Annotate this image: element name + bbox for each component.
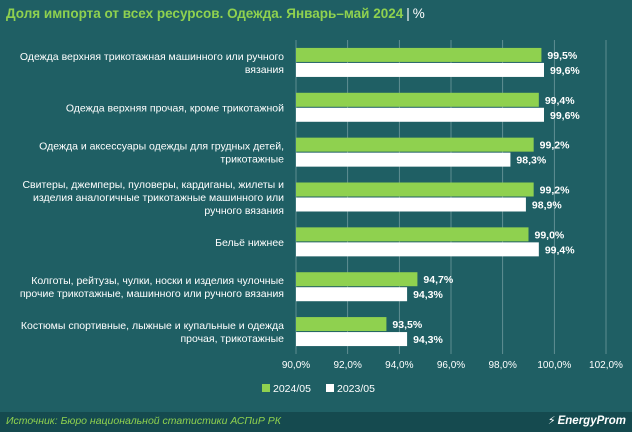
bar	[296, 137, 534, 152]
category-label: вязания	[245, 64, 284, 76]
x-tick-label: 94,0%	[385, 360, 413, 371]
bar	[296, 152, 511, 167]
category-label: Костюмы спортивные, лыжные и купальные и…	[21, 320, 284, 332]
bar	[296, 197, 526, 212]
data-label: 99,6%	[550, 65, 580, 77]
title-unit: %	[412, 6, 425, 21]
category-label: Колготы, рейтузы, чулки, носки и изделия…	[31, 275, 284, 287]
legend-swatch	[262, 384, 270, 392]
data-label: 99,6%	[550, 110, 580, 122]
category-label: Свитеры, джемперы, пуловеры, кардиганы, …	[22, 179, 284, 191]
x-tick-label: 100,0%	[537, 360, 571, 371]
footer: Источник: Бюро национальной статистики А…	[0, 412, 632, 432]
data-label: 99,5%	[547, 50, 577, 62]
brand-name: EnergyProm	[557, 415, 626, 427]
category-label: трикотажные	[220, 154, 284, 166]
data-label: 99,0%	[535, 229, 565, 241]
x-tick-label: 96,0%	[437, 360, 465, 371]
bar	[296, 47, 542, 62]
bar	[296, 332, 408, 347]
bar	[296, 272, 418, 287]
bar	[296, 242, 539, 257]
title-separator: |	[406, 6, 410, 21]
category-label: Одежда верхняя трикотажная машинного или…	[20, 51, 284, 63]
category-label: Одежда и аксессуары одежды для грудных д…	[39, 141, 284, 153]
bar	[296, 227, 529, 242]
bar	[296, 92, 539, 107]
chart-title: Доля импорта от всех ресурсов. Одежда. Я…	[6, 6, 425, 21]
category-label: Бельё нижнее	[215, 237, 284, 249]
source-note: Источник: Бюро национальной статистики А…	[6, 415, 281, 427]
x-tick-label: 90,0%	[282, 360, 310, 371]
data-label: 99,4%	[545, 244, 575, 256]
data-label: 94,3%	[413, 334, 443, 346]
bar	[296, 182, 534, 197]
bar	[296, 62, 544, 77]
category-label: изделия аналогичные трикотажные машинног…	[33, 192, 284, 204]
category-label: прочая, трикотажные	[180, 333, 284, 345]
data-label: 98,3%	[516, 155, 546, 167]
x-tick-label: 92,0%	[333, 360, 361, 371]
data-label: 93,5%	[392, 319, 422, 331]
data-label: 99,2%	[540, 185, 570, 197]
bar	[296, 287, 408, 302]
x-tick-label: 102,0%	[589, 360, 623, 371]
data-label: 99,2%	[540, 140, 570, 152]
legend-swatch	[326, 384, 334, 392]
category-label: прочие трикотажные, машинного или ручног…	[20, 288, 284, 300]
data-label: 99,4%	[545, 95, 575, 107]
bar-chart: 90,0% 92,0% 94,0% 96,0% 98,0% 100,0% 102,0% Оде…	[20, 40, 623, 395]
lightning-bolt-icon: ⚡	[547, 415, 556, 427]
x-tick-label: 98,0%	[488, 360, 516, 371]
category-label: Одежда верхняя прочая, кроме трикотажной	[66, 102, 284, 114]
data-label: 98,9%	[532, 200, 562, 212]
brand-logo: ⚡ EnergyProm	[548, 414, 626, 427]
legend-label: 2023/05	[337, 383, 375, 395]
category-label: ручного вязания	[204, 205, 284, 217]
legend-label: 2024/05	[273, 383, 311, 395]
data-label: 94,7%	[423, 274, 453, 286]
bar	[296, 317, 387, 332]
data-label: 94,3%	[413, 289, 443, 301]
bar	[296, 107, 544, 122]
title-text: Доля импорта от всех ресурсов. Одежда. Я…	[6, 6, 404, 21]
